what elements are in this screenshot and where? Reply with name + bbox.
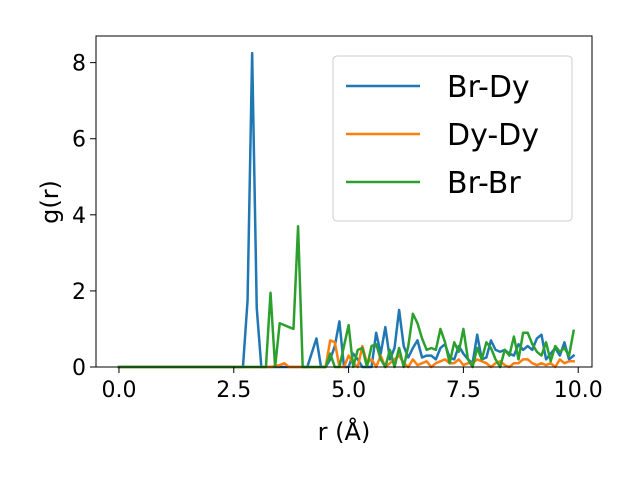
y-tick-label: 8 — [72, 52, 86, 77]
plot-frame — [95, 35, 593, 368]
y-axis-ticks: 0 2 4 6 8 — [72, 52, 96, 381]
x-tick-label: 2.5 — [216, 378, 251, 403]
legend-label: Br-Dy — [447, 70, 530, 105]
x-tick-label: 7.5 — [446, 378, 481, 403]
y-tick-label: 2 — [72, 280, 86, 305]
x-axis-label: r (Å) — [318, 417, 371, 446]
y-tick-label: 0 — [72, 356, 86, 381]
y-tick-label: 4 — [72, 204, 86, 229]
x-tick-label: 0.0 — [101, 378, 136, 403]
legend: Br-Dy Dy-Dy Br-Br — [332, 55, 573, 222]
y-tick-label: 6 — [72, 128, 86, 153]
y-axis-label: g(r) — [36, 180, 64, 224]
legend-label: Dy-Dy — [447, 118, 539, 153]
x-tick-label: 5.0 — [331, 378, 366, 403]
x-tick-label: 10.0 — [554, 378, 603, 403]
legend-box — [332, 55, 573, 222]
series-line-dy-dy — [117, 339, 575, 369]
x-axis-ticks: 0.0 2.5 5.0 7.5 10.0 — [101, 367, 603, 403]
legend-label: Br-Br — [447, 166, 521, 201]
